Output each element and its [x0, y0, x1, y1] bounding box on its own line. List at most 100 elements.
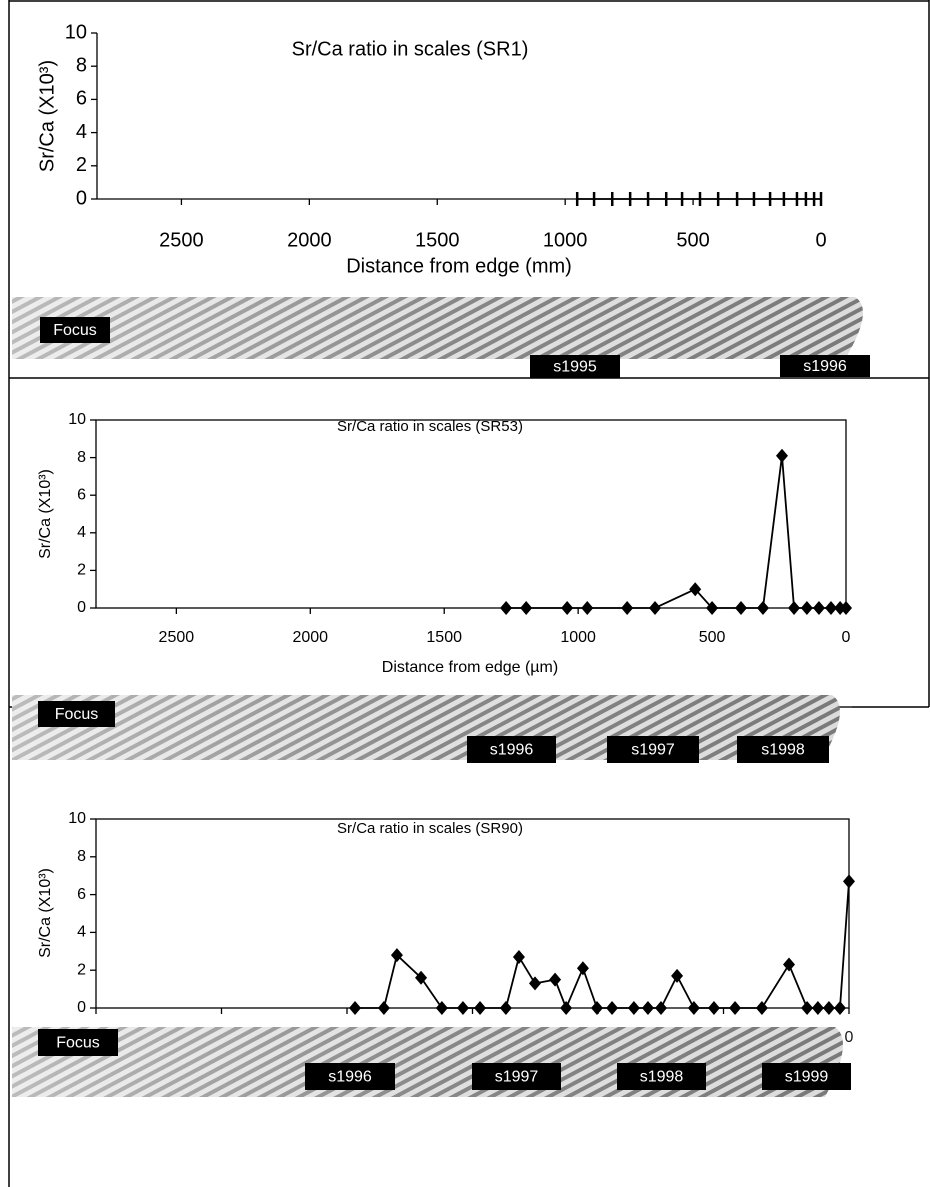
marker [812, 1001, 824, 1015]
x-tick-label: 1000 [543, 229, 588, 251]
marker [549, 973, 561, 987]
y-tick-label: 0 [77, 599, 86, 616]
y-tick-label: 8 [76, 54, 87, 76]
chart: 0246810300025002000150010005000Sr/Ca rat… [12, 810, 855, 1097]
marker [788, 601, 800, 615]
marker [606, 1001, 618, 1015]
y-axis-label: Sr/Ca (X10³) [37, 469, 54, 559]
y-tick-label: 2 [77, 961, 86, 978]
marker [577, 961, 589, 975]
marker [513, 950, 525, 964]
x-tick-label: 1500 [426, 629, 462, 646]
marker [735, 601, 747, 615]
marker [591, 1001, 603, 1015]
scale-label: s1998 [640, 1069, 684, 1086]
marker [628, 1001, 640, 1015]
chart-title: Sr/Ca ratio in scales (SR1) [292, 38, 529, 60]
plot-frame [96, 420, 846, 608]
chart: 0 2 4 6 8 10 2500 2000 1500 1000 500 0 Sr/Ca ratio i… [12, 411, 852, 763]
scale-label: Focus [55, 706, 99, 723]
scale-label: Focus [53, 322, 97, 339]
scale-shade [12, 297, 875, 359]
marker [729, 1001, 741, 1015]
scale-label: s1998 [761, 742, 805, 759]
marker [813, 601, 825, 615]
chart-title: Sr/Ca ratio in scales (SR90) [337, 820, 523, 837]
marker [520, 601, 532, 615]
y-tick-label: 8 [77, 848, 86, 865]
data-line [355, 881, 849, 1008]
chart-title: Sr/Ca ratio in scales (SR53) [337, 418, 523, 435]
x-tick-label: 2000 [287, 229, 332, 251]
y-tick-label: 0 [76, 187, 87, 209]
x-tick-label: 2500 [159, 229, 204, 251]
y-tick-label: 6 [77, 886, 86, 903]
chart: 0 2 4 6 8 10 2500 2000 1500 1000 500 0 Sr/Ca ratio i… [12, 21, 875, 378]
marker [655, 1001, 667, 1015]
scale-label: s1997 [495, 1069, 539, 1086]
marker [349, 1001, 361, 1015]
scale-label: Focus [56, 1035, 100, 1052]
marker [474, 1001, 486, 1015]
y-tick-label: 2 [77, 562, 86, 579]
y-tick-label: 8 [77, 449, 86, 466]
marker [843, 874, 855, 888]
marker [621, 601, 633, 615]
x-tick-label: 0 [842, 629, 851, 646]
scale-label: s1999 [785, 1069, 829, 1086]
y-tick-label: 4 [77, 524, 86, 541]
marker [457, 1001, 469, 1015]
marker [671, 969, 683, 983]
marker [823, 1001, 835, 1015]
x-tick-label: 500 [676, 229, 709, 251]
marker [560, 1001, 572, 1015]
marker [378, 1001, 390, 1015]
panel-borders [9, 0, 929, 1187]
y-tick-label: 6 [76, 88, 87, 110]
marker [776, 449, 788, 463]
marker [834, 1001, 846, 1015]
y-tick-label: 10 [65, 21, 87, 43]
marker [642, 1001, 654, 1015]
figure: 024681025002000150010005000Sr/Ca ratio i… [0, 0, 930, 1187]
x-tick-label: 2500 [159, 629, 195, 646]
x-axis-label: Distance from edge (µm) [382, 659, 558, 676]
y-tick-label: 6 [77, 486, 86, 503]
marker [756, 1001, 768, 1015]
y-tick-label: 4 [77, 924, 86, 941]
marker [688, 1001, 700, 1015]
x-tick-label: 500 [699, 629, 726, 646]
marker [783, 958, 795, 972]
scale-label: s1996 [803, 358, 847, 375]
x-tick-label: 1500 [415, 229, 460, 251]
marker [801, 601, 813, 615]
marker [500, 1001, 512, 1015]
y-tick-label: 2 [76, 154, 87, 176]
x-tick-label: 2000 [292, 629, 328, 646]
scale-label: s1996 [328, 1069, 372, 1086]
y-tick-label: 10 [68, 810, 86, 827]
y-axis-label: Sr/Ca (X10³) [36, 60, 58, 172]
scale-label: s1997 [631, 742, 675, 759]
x-tick-label: 1000 [560, 629, 596, 646]
scale-shade [12, 1027, 855, 1097]
x-tick-label: 0 [815, 229, 826, 251]
marker [708, 1001, 720, 1015]
marker [529, 976, 541, 990]
y-tick-label: 0 [77, 999, 86, 1016]
y-tick-label: 4 [76, 121, 87, 143]
marker [801, 1001, 813, 1015]
x-axis-label: Distance from edge (mm) [346, 255, 572, 277]
y-tick-label: 10 [68, 411, 86, 428]
scale-label: s1996 [490, 742, 534, 759]
marker [561, 601, 573, 615]
plot-frame [96, 819, 849, 1008]
marker [649, 601, 661, 615]
marker [581, 601, 593, 615]
y-axis-label: Sr/Ca (X10³) [37, 868, 54, 958]
marker [757, 601, 769, 615]
data-line [506, 456, 846, 608]
marker [500, 601, 512, 615]
scale-label: s1995 [553, 359, 597, 376]
scale-shade [12, 695, 852, 760]
